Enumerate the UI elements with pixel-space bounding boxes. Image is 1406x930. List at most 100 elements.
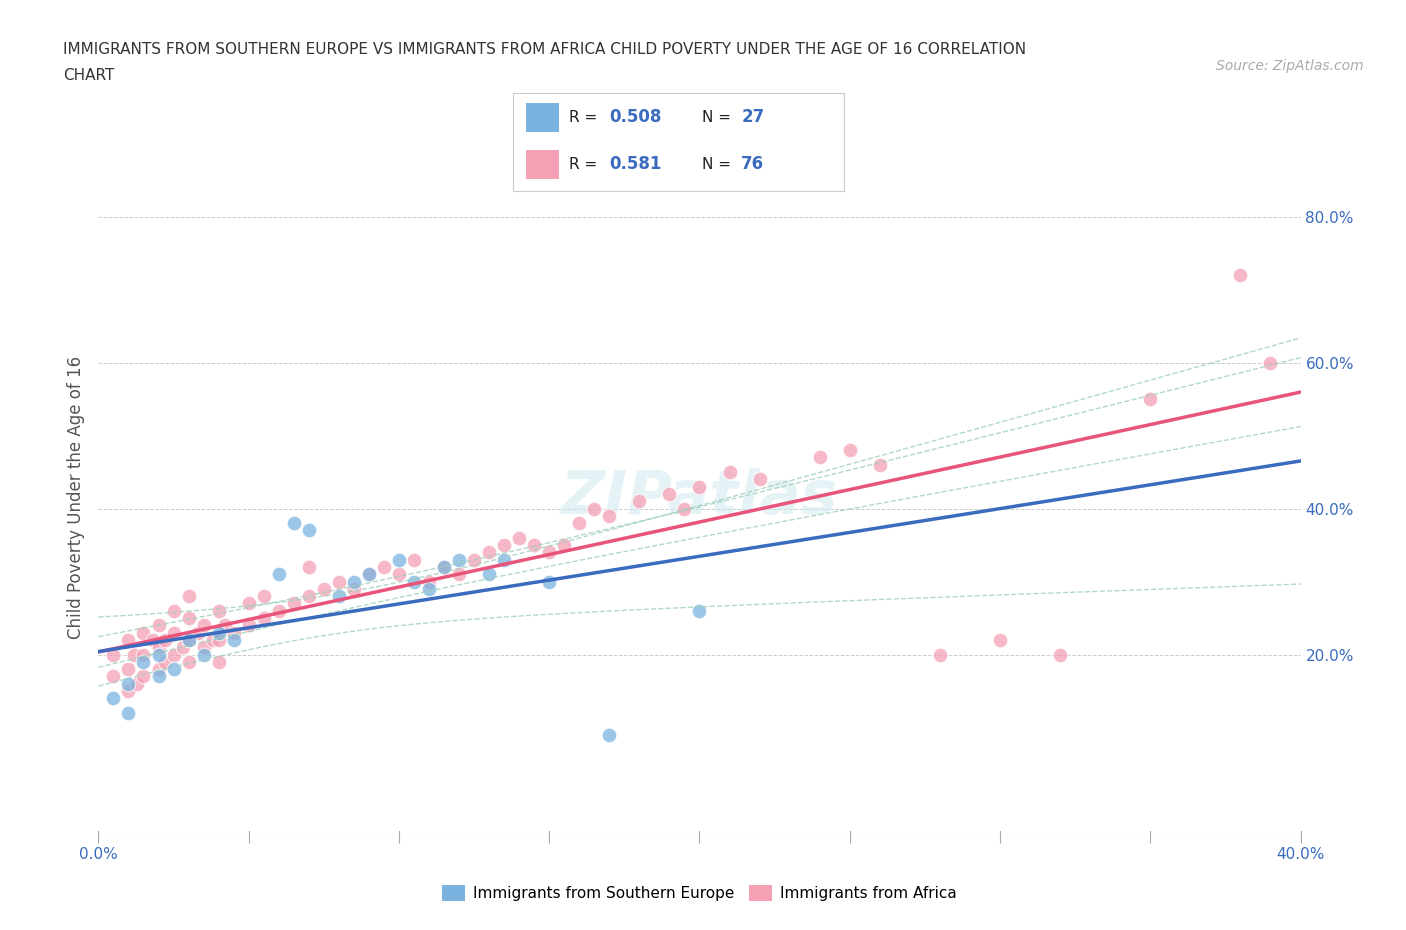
Text: ZIPatlas: ZIPatlas: [561, 468, 838, 527]
Point: [523, 538, 546, 552]
Point: [463, 552, 485, 567]
Point: [402, 552, 425, 567]
Point: [298, 560, 321, 575]
Point: [208, 604, 231, 618]
Point: [177, 632, 200, 647]
Bar: [526, 150, 560, 179]
Point: [148, 661, 170, 676]
Point: [153, 632, 176, 647]
Point: [214, 618, 236, 632]
Point: [177, 632, 200, 647]
Point: [838, 443, 860, 458]
Text: Source: ZipAtlas.com: Source: ZipAtlas.com: [1216, 59, 1364, 73]
Legend: Immigrants from Southern Europe, Immigrants from Africa: Immigrants from Southern Europe, Immigra…: [436, 879, 963, 908]
Point: [494, 538, 516, 552]
Point: [418, 574, 440, 589]
Point: [689, 479, 711, 494]
Point: [328, 589, 350, 604]
Point: [177, 589, 200, 604]
Point: [124, 647, 146, 662]
Point: [193, 640, 215, 655]
Point: [117, 676, 139, 691]
Point: [373, 560, 395, 575]
Point: [808, 450, 831, 465]
Point: [132, 655, 155, 670]
Point: [132, 647, 155, 662]
Point: [447, 552, 470, 567]
Point: [208, 625, 231, 640]
Point: [433, 560, 456, 575]
Text: R =: R =: [569, 157, 603, 172]
Text: IMMIGRANTS FROM SOUTHERN EUROPE VS IMMIGRANTS FROM AFRICA CHILD POVERTY UNDER TH: IMMIGRANTS FROM SOUTHERN EUROPE VS IMMIG…: [63, 42, 1026, 57]
Point: [869, 458, 891, 472]
Point: [508, 530, 530, 545]
Point: [328, 574, 350, 589]
Point: [201, 632, 224, 647]
Point: [283, 515, 305, 530]
Point: [117, 661, 139, 676]
Point: [177, 655, 200, 670]
Text: 0.508: 0.508: [609, 109, 661, 126]
Point: [238, 596, 260, 611]
Point: [127, 676, 149, 691]
Point: [117, 706, 139, 721]
Text: CHART: CHART: [63, 68, 115, 83]
Point: [478, 545, 501, 560]
Point: [418, 581, 440, 596]
Point: [103, 691, 125, 706]
Point: [193, 618, 215, 632]
Point: [673, 501, 696, 516]
Point: [187, 625, 209, 640]
Point: [117, 684, 139, 698]
Point: [132, 625, 155, 640]
Point: [162, 661, 184, 676]
Point: [343, 581, 366, 596]
Point: [628, 494, 651, 509]
Point: [988, 632, 1011, 647]
Point: [538, 574, 561, 589]
Point: [598, 509, 620, 524]
Point: [283, 596, 305, 611]
Point: [222, 625, 245, 640]
Point: [267, 566, 290, 581]
Point: [148, 647, 170, 662]
Point: [388, 552, 411, 567]
Text: N =: N =: [702, 110, 735, 125]
Point: [1139, 392, 1161, 406]
Text: 76: 76: [741, 155, 765, 173]
Point: [929, 647, 952, 662]
Point: [357, 566, 380, 581]
Point: [141, 632, 163, 647]
Point: [1260, 355, 1282, 370]
Point: [193, 647, 215, 662]
Point: [177, 611, 200, 626]
Point: [162, 625, 184, 640]
Point: [222, 632, 245, 647]
Point: [402, 574, 425, 589]
Point: [253, 611, 276, 626]
Point: [103, 669, 125, 684]
Point: [103, 647, 125, 662]
Point: [748, 472, 770, 486]
Point: [1229, 268, 1251, 283]
Point: [312, 581, 335, 596]
Point: [162, 647, 184, 662]
Point: [253, 589, 276, 604]
Point: [117, 632, 139, 647]
Point: [298, 523, 321, 538]
Point: [148, 669, 170, 684]
Point: [208, 632, 231, 647]
Point: [357, 566, 380, 581]
Point: [162, 604, 184, 618]
Point: [172, 640, 194, 655]
Point: [148, 640, 170, 655]
Point: [132, 669, 155, 684]
Point: [343, 574, 366, 589]
Bar: [526, 103, 560, 132]
Point: [598, 727, 620, 742]
Point: [658, 486, 681, 501]
Text: 0.581: 0.581: [609, 155, 661, 173]
Point: [447, 566, 470, 581]
Point: [689, 604, 711, 618]
Point: [148, 618, 170, 632]
